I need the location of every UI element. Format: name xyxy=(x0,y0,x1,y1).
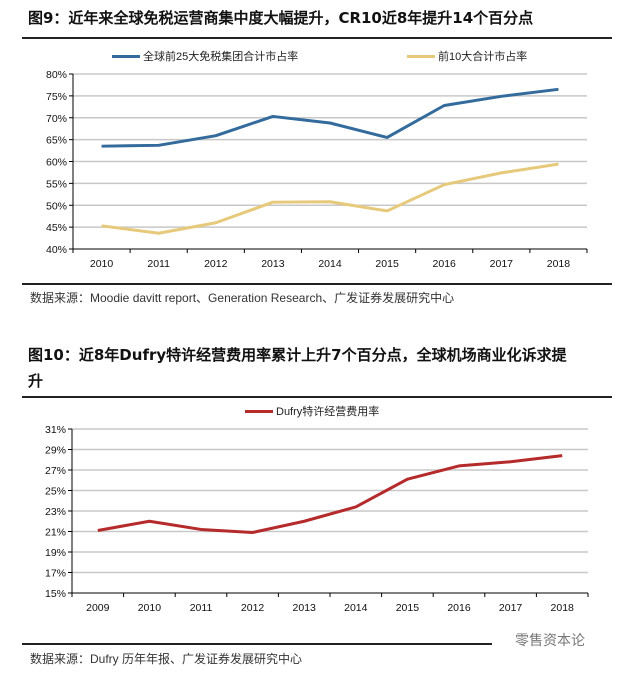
x-tick-label: 2018 xyxy=(551,602,575,614)
figure1-source: 数据来源：Moodie davitt report、Generation Res… xyxy=(30,291,455,305)
figure2-title-line2: 升 xyxy=(28,372,44,390)
x-tick-label: 2017 xyxy=(499,602,523,614)
x-tick-label: 2014 xyxy=(318,258,342,270)
figure2-legend-item-1: Dufry特许经营费用率 xyxy=(245,403,379,419)
figure1-bottom-rule xyxy=(22,283,612,285)
figure2-title-line1: 图10：近8年Dufry特许经营费用率累计上升7个百分点，全球机场商业化诉求提 xyxy=(28,346,567,364)
figure1-top-rule xyxy=(22,37,612,39)
y-tick-label: 29% xyxy=(45,445,66,457)
figure2-source: 数据来源：Dufry 历年年报、广发证券发展研究中心 xyxy=(30,652,303,666)
y-tick-label: 60% xyxy=(46,157,67,169)
x-tick-label: 2015 xyxy=(375,258,399,270)
x-tick-label: 2011 xyxy=(190,602,213,614)
x-tick-label: 2012 xyxy=(241,602,265,614)
x-tick-label: 2017 xyxy=(490,258,514,270)
y-tick-label: 40% xyxy=(46,244,67,256)
legend-label: Dufry特许经营费用率 xyxy=(276,406,380,418)
figure2-top-rule xyxy=(22,396,612,398)
y-tick-label: 31% xyxy=(45,424,66,436)
x-tick-label: 2016 xyxy=(447,602,471,614)
figure2-chart: 15% 17% 19% 21% 23% 25% 27% 29% 31% 2009 2010 2011 2… xyxy=(45,424,589,614)
legend-swatch-blue xyxy=(112,54,140,58)
series-line-1 xyxy=(97,454,563,535)
x-tick-label: 2012 xyxy=(204,258,228,270)
y-tick-label: 70% xyxy=(46,113,67,125)
x-tick-label: 2018 xyxy=(547,258,571,270)
y-tick-label: 75% xyxy=(46,91,67,103)
y-tick-label: 23% xyxy=(45,506,66,518)
y-tick-label: 19% xyxy=(45,547,66,559)
series-line-2 xyxy=(101,162,559,235)
figure1-chart: 40% 45% 50% 55% 60% 65% 70% 75% 80% 2010 2011 2012 2… xyxy=(46,69,588,270)
x-tick-label: 2015 xyxy=(396,602,420,614)
y-tick-label: 27% xyxy=(45,465,66,477)
legend-swatch-red xyxy=(245,409,273,413)
x-tick-label: 2016 xyxy=(433,258,457,270)
y-tick-label: 25% xyxy=(45,486,66,498)
y-tick-label: 55% xyxy=(46,178,67,190)
y-tick-label: 17% xyxy=(45,568,66,580)
x-tick-label: 2014 xyxy=(344,602,368,614)
figure1-legend-item-2: 前10大合计市占率 xyxy=(407,48,527,64)
figure2-bottom-rule xyxy=(22,643,492,645)
watermark: 零售资本论 xyxy=(515,633,585,649)
x-tick-label: 2010 xyxy=(138,602,162,614)
y-tick-label: 15% xyxy=(45,588,66,600)
y-tick-label: 21% xyxy=(45,527,66,539)
figure1-legend-item-1: 全球前25大免税集团合计市占率 xyxy=(112,48,298,64)
y-tick-label: 65% xyxy=(46,135,67,147)
legend-label: 全球前25大免税集团合计市占率 xyxy=(143,51,299,63)
x-tick-label: 2011 xyxy=(147,258,170,270)
legend-swatch-yellow xyxy=(407,54,435,58)
x-tick-label: 2013 xyxy=(293,602,317,614)
x-tick-label: 2010 xyxy=(90,258,114,270)
y-tick-label: 45% xyxy=(46,222,67,234)
y-tick-label: 80% xyxy=(46,69,67,81)
legend-label: 前10大合计市占率 xyxy=(438,51,528,63)
x-tick-label: 2009 xyxy=(86,602,110,614)
y-tick-label: 50% xyxy=(46,200,67,212)
figure1-title: 图9：近年来全球免税运营商集中度大幅提升，CR10近8年提升14个百分点 xyxy=(28,9,534,27)
x-tick-label: 2013 xyxy=(261,258,285,270)
